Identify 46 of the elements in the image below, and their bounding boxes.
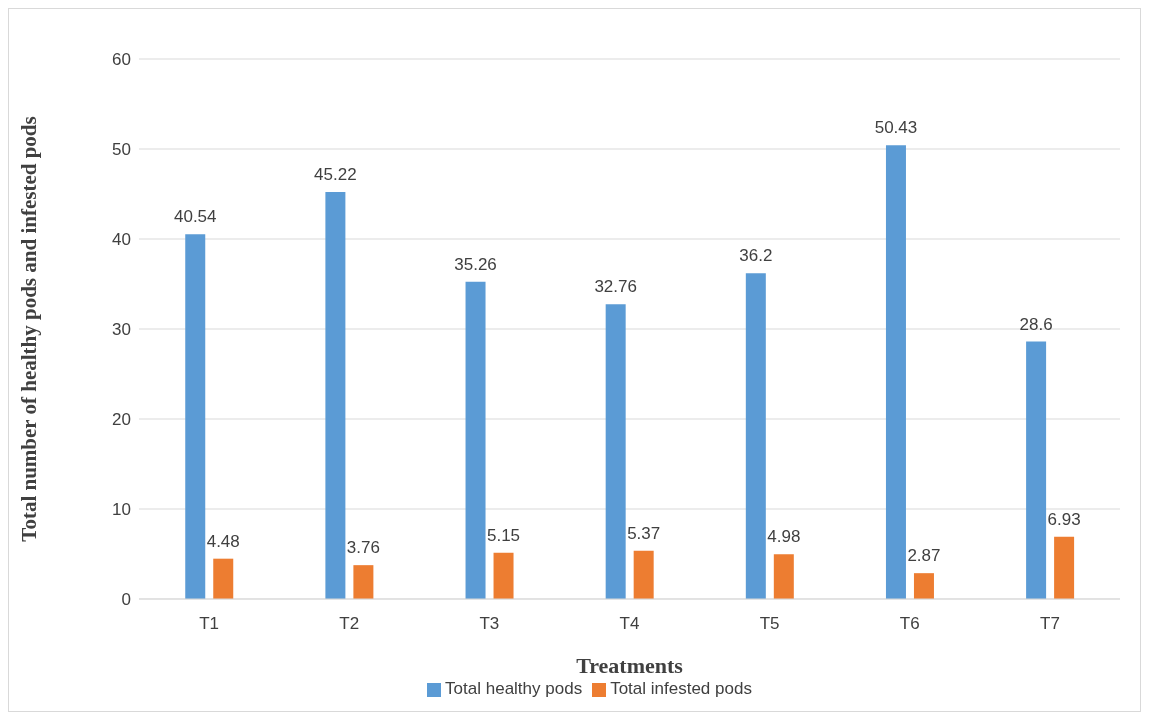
data-label: 50.43	[874, 118, 918, 138]
x-tick-label: T5	[759, 614, 780, 634]
data-label: 4.48	[206, 531, 240, 551]
legend-label: Total infested pods	[610, 679, 752, 698]
x-tick-label: T6	[899, 614, 920, 634]
x-tick-label: T1	[199, 614, 219, 634]
bar	[1054, 536, 1075, 599]
bar	[185, 234, 206, 599]
x-tick-label: T3	[479, 614, 500, 634]
data-label: 36.2	[739, 246, 773, 266]
y-tick-label: 50	[112, 140, 131, 160]
data-label: 35.26	[454, 254, 497, 274]
y-tick-label: 30	[112, 320, 131, 340]
data-label: 5.15	[486, 525, 521, 545]
bar	[325, 192, 346, 599]
data-label: 32.76	[594, 277, 637, 297]
bar	[745, 273, 766, 599]
x-tick-label: T4	[619, 614, 640, 634]
data-label: 6.93	[1047, 509, 1081, 529]
y-tick-label: 0	[121, 590, 131, 610]
bar	[493, 552, 514, 599]
x-axis-title: Treatments	[576, 653, 684, 678]
bar	[213, 558, 234, 599]
bar	[353, 565, 374, 599]
data-label: 5.37	[627, 523, 661, 543]
y-tick-label: 60	[112, 50, 131, 70]
bar	[913, 573, 934, 599]
data-label: 45.22	[314, 165, 357, 185]
bar	[465, 281, 486, 599]
y-tick-label: 20	[112, 410, 131, 430]
bar	[773, 554, 794, 599]
bar	[885, 145, 906, 599]
y-tick-label: 40	[112, 230, 131, 250]
data-label: 4.98	[767, 527, 801, 547]
x-tick-label: T2	[339, 614, 360, 634]
x-tick-label: T7	[1040, 614, 1060, 634]
data-label: 2.87	[907, 546, 941, 566]
bar	[633, 550, 654, 599]
legend-label: Total healthy pods	[445, 679, 583, 698]
y-tick-label: 10	[112, 500, 131, 520]
data-label: 3.76	[346, 538, 380, 558]
data-label: 40.54	[173, 207, 217, 227]
data-label: 28.6	[1019, 314, 1053, 334]
y-axis-title: Total number of healthy pods and infested pods	[17, 116, 42, 542]
bar	[605, 304, 626, 599]
bar	[1026, 341, 1047, 599]
